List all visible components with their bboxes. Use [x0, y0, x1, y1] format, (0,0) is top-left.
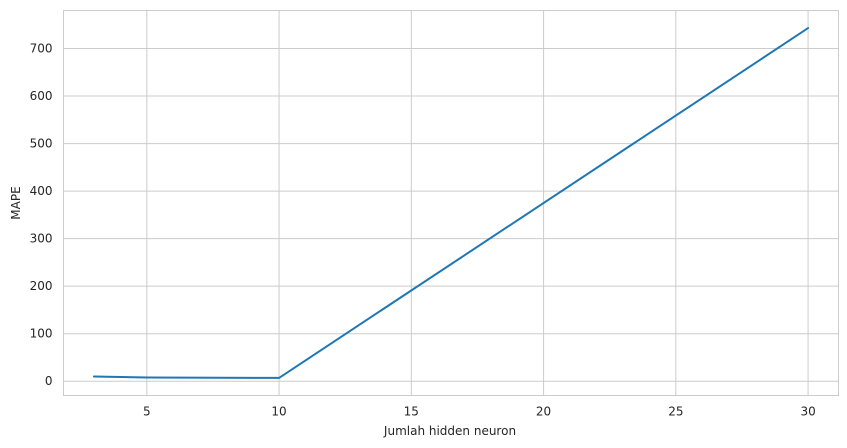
x-tick-label-5: 5 — [143, 405, 151, 419]
series-line-0 — [92, 27, 810, 379]
x-tick-label-20: 20 — [536, 405, 551, 419]
y-tick-label-500: 500 — [30, 137, 53, 151]
y-tick-label-300: 300 — [30, 232, 53, 246]
x-tick-label-30: 30 — [800, 405, 815, 419]
x-tick-label-10: 10 — [271, 405, 286, 419]
plot-frame — [63, 10, 839, 396]
y-axis-label: MAPE — [9, 186, 23, 219]
y-tick-label-600: 600 — [30, 89, 53, 103]
y-tick-label-0: 0 — [45, 374, 53, 388]
y-tick-label-700: 700 — [30, 42, 53, 56]
x-axis-label: Jumlah hidden neuron — [383, 424, 516, 438]
y-tick-label-400: 400 — [30, 184, 53, 198]
y-tick-label-100: 100 — [30, 327, 53, 341]
x-tick-label-15: 15 — [404, 405, 419, 419]
grid — [63, 10, 839, 396]
series-layer — [92, 27, 810, 379]
y-tick-label-200: 200 — [30, 279, 53, 293]
x-tick-label-25: 25 — [668, 405, 683, 419]
